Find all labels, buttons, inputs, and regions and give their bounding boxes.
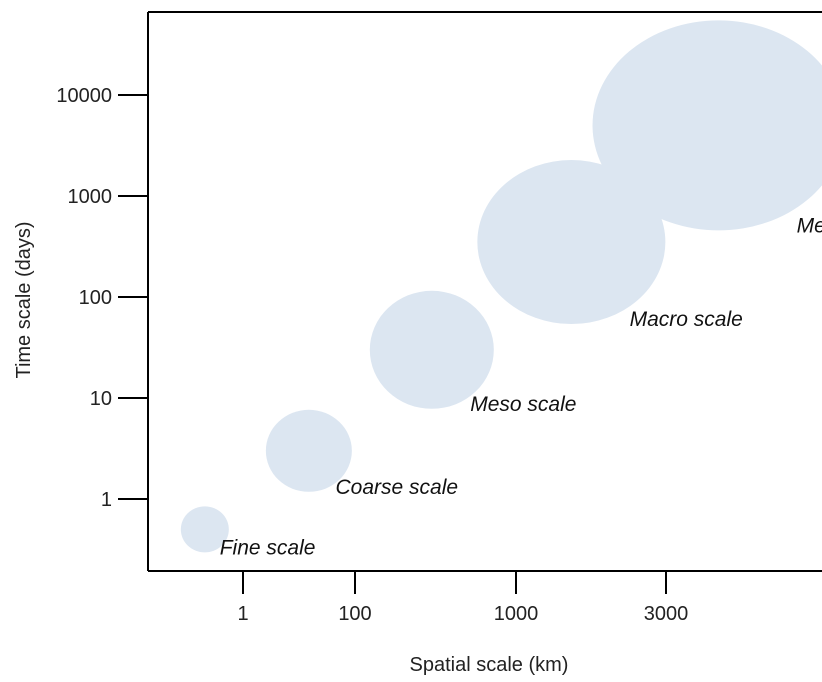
bubbles-layer xyxy=(180,20,822,553)
y-tick-label: 10 xyxy=(90,388,112,410)
bubble-label: Meso scale xyxy=(470,393,576,416)
bubble-labels: Fine scale Coarse scale Meso scale Macro sc… xyxy=(220,214,822,559)
ticks: 1 100 1000 3000 1 10 100 1000 10000 xyxy=(56,85,688,625)
y-tick-label: 1 xyxy=(101,489,112,511)
bubble-coarse-scale xyxy=(265,409,352,492)
bubble-macro-scale xyxy=(477,160,666,325)
bubble-meso-scale xyxy=(369,290,494,409)
x-axis-title: Spatial scale (km) xyxy=(410,654,569,676)
y-tick-label: 1000 xyxy=(68,186,113,208)
x-tick-label: 100 xyxy=(338,603,371,625)
y-tick-label: 100 xyxy=(79,287,112,309)
x-tick-label: 1000 xyxy=(494,603,539,625)
y-tick-label: 10000 xyxy=(56,85,112,107)
axes xyxy=(147,11,822,572)
bubble-label: Macro scale xyxy=(630,308,743,331)
x-tick-label: 1 xyxy=(237,603,248,625)
bubble-label: Fine scale xyxy=(220,536,316,559)
bubble-fine-scale xyxy=(180,506,229,553)
y-axis-title: Time scale (days) xyxy=(13,221,35,378)
bubble-mega-scale xyxy=(592,20,822,231)
x-tick-label: 3000 xyxy=(644,603,689,625)
bubble-label: Coarse scale xyxy=(336,476,459,499)
bubble-label: Mega scale xyxy=(797,214,822,237)
